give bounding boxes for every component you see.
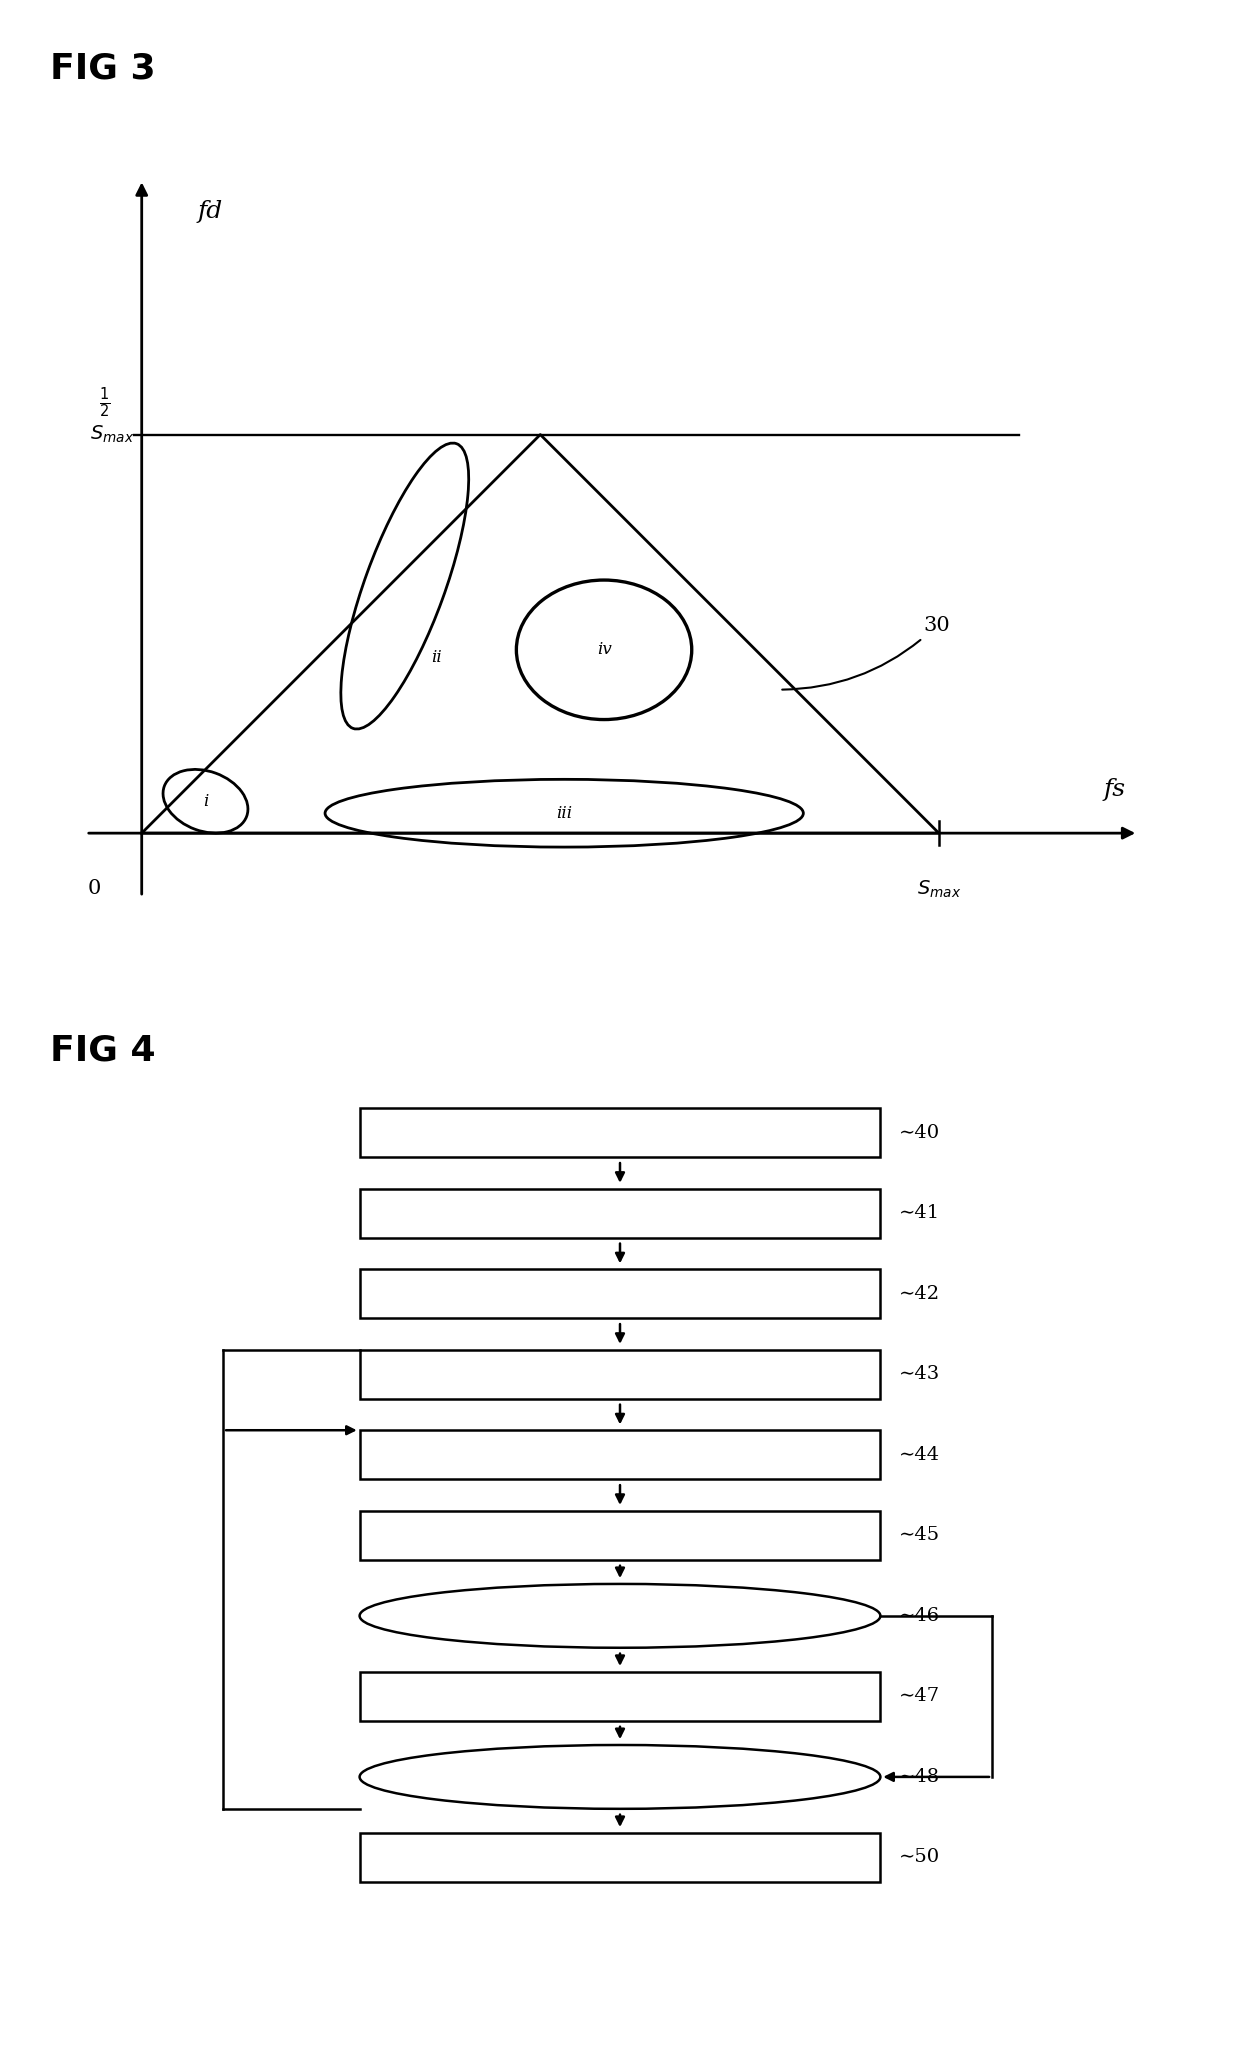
Text: 30: 30 bbox=[782, 616, 950, 690]
Text: fd: fd bbox=[197, 201, 223, 223]
Text: FIG 4: FIG 4 bbox=[50, 1033, 155, 1068]
Text: iii: iii bbox=[556, 804, 573, 822]
Text: ∼43: ∼43 bbox=[899, 1365, 940, 1383]
Text: ∼50: ∼50 bbox=[899, 1848, 940, 1866]
Text: ii: ii bbox=[432, 649, 441, 667]
Text: ∼48: ∼48 bbox=[899, 1768, 940, 1786]
Text: ∼45: ∼45 bbox=[899, 1526, 940, 1545]
Text: ∼47: ∼47 bbox=[899, 1688, 940, 1706]
Text: iv: iv bbox=[596, 640, 611, 659]
Text: ∼41: ∼41 bbox=[899, 1205, 940, 1221]
Text: 0: 0 bbox=[87, 880, 100, 898]
Text: $S_{max}$: $S_{max}$ bbox=[89, 424, 134, 446]
Text: ∼42: ∼42 bbox=[899, 1285, 940, 1303]
Text: FIG 3: FIG 3 bbox=[50, 51, 155, 86]
Text: $S_{max}$: $S_{max}$ bbox=[916, 878, 961, 900]
Text: fs: fs bbox=[1104, 777, 1125, 802]
Text: ∼44: ∼44 bbox=[899, 1447, 940, 1463]
Text: $\frac{1}{2}$: $\frac{1}{2}$ bbox=[98, 385, 110, 419]
Text: ∼40: ∼40 bbox=[899, 1123, 940, 1142]
Text: ∼46: ∼46 bbox=[899, 1606, 940, 1625]
Text: i: i bbox=[203, 792, 208, 810]
